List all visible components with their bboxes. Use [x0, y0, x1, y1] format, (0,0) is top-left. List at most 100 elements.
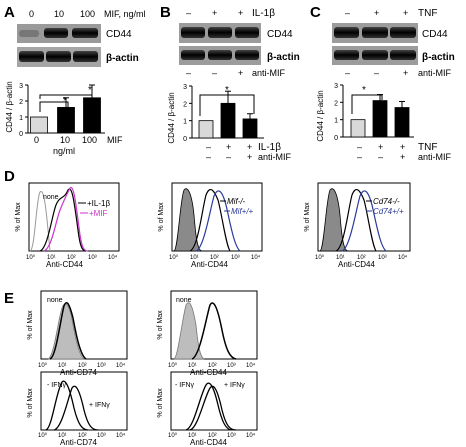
label-d1-mif: +MIF — [89, 209, 108, 218]
top-sign-c-3: + — [403, 8, 408, 18]
xtick-e1-0: 10⁰ — [38, 362, 48, 369]
blot-label-b-cd44: CD44 — [267, 29, 293, 40]
plot-frame-e4 — [170, 371, 258, 431]
ylabel-e3: % of Max — [27, 388, 34, 418]
band-c-actin-3 — [390, 50, 416, 60]
xticks-d3: 10⁰ 10¹ 10² 10³ 10⁴ — [315, 254, 408, 261]
xlabel-d1: Anti-CD44 — [46, 260, 83, 269]
xtick-e2-2: 10² — [208, 363, 217, 369]
xtick-a-100: 100 — [82, 135, 97, 145]
xtick-e4-2: 10² — [208, 433, 217, 439]
label-d1-il1b: +IL-1β — [87, 199, 110, 208]
label-d2-ko: Mif-/- — [227, 197, 246, 206]
panel-e: E none % of Max 10⁰ 10¹ 10² 10³ 10⁴ Anti… — [4, 290, 258, 447]
xtick-d2-4: 10⁴ — [251, 254, 261, 261]
sig-bracket-a-1 — [39, 101, 69, 112]
ytick-label: 1 — [183, 119, 187, 126]
plot-frame-d2 — [171, 182, 263, 252]
band-a-cd44-2 — [44, 28, 68, 38]
blot-label-b-actin: β-actin — [267, 52, 300, 63]
curve-d1-mif — [43, 187, 89, 252]
xtick-e4-4: 10⁴ — [246, 432, 256, 439]
xticks-d1: 10⁰ 10¹ 10² 10³ 10⁴ — [26, 254, 118, 261]
xrow2-label-b: anti-MIF — [258, 152, 292, 162]
label-d3-ko: Cd74-/- — [373, 197, 400, 206]
plot-frame-e2 — [170, 290, 258, 360]
xrow1-sign-c-2: + — [378, 142, 383, 152]
xrow1-sign-c-1: – — [357, 142, 362, 152]
xtick-d1-1: 10¹ — [47, 255, 56, 261]
histogram-e1: none % of Max 10⁰ 10¹ 10² 10³ 10⁴ Anti-C… — [27, 290, 128, 377]
curve-e2-control — [173, 302, 205, 360]
xtick-e1-4: 10⁴ — [116, 362, 126, 369]
ytick-label: 1 — [334, 118, 338, 125]
histogram-e2: none % of Max 10⁰ 10¹ 10² 10³ 10⁴ Anti-C… — [157, 290, 258, 377]
plot-frame-d1 — [28, 182, 120, 252]
xrow1-sign-b-3: + — [247, 142, 252, 152]
ylabel-d1: % of Max — [15, 202, 22, 232]
yticks-b: 0 1 2 3 — [183, 84, 192, 143]
xrow2-sign-b-3: + — [247, 152, 252, 162]
curve-d2-control — [173, 188, 203, 252]
xrow2-sign-c-3: + — [400, 152, 405, 162]
panel-d: D none +IL-1β +MIF % of Max 10⁰ 10¹ 10² … — [4, 168, 411, 269]
xtick-e3-3: 10³ — [97, 433, 106, 439]
curve-d2-wt — [195, 190, 241, 252]
curve-d3-control — [319, 188, 349, 252]
treatment-label-b: IL-1β — [252, 8, 275, 19]
antibody-label-b: anti-MIF — [252, 68, 286, 78]
panel-letter-b: B — [160, 4, 171, 21]
label-e1-none: none — [47, 297, 63, 304]
ytick-label: 2 — [19, 99, 23, 106]
histogram-d1: none +IL-1β +MIF % of Max 10⁰ 10¹ 10² 10… — [15, 182, 120, 269]
ylabel-e1: % of Max — [27, 310, 34, 340]
curve-d1-none — [29, 190, 51, 252]
label-e4-plus: + IFNγ — [224, 382, 245, 389]
panel-b: B – + + IL-1β CD44 β-actin – – + anti-MI… — [160, 4, 300, 162]
panel-letter-c: C — [310, 4, 321, 21]
xtick-e2-0: 10⁰ — [168, 362, 178, 369]
sig-star-a-1: * — [63, 96, 67, 107]
histogram-e4: - IFNγ + IFNγ % of Max 10⁰ 10¹ 10² 10³ 1… — [157, 371, 258, 447]
plot-frame-e3 — [40, 371, 128, 431]
blot-label-a-actin: β-actin — [106, 53, 139, 64]
label-d3-wt: Cd74+/+ — [373, 207, 404, 216]
xlabel-a: MIF — [107, 135, 123, 145]
band-a-cd44-3 — [72, 28, 98, 38]
xtick-d2-1: 10¹ — [190, 255, 199, 261]
label-e4-minus: - IFNγ — [175, 382, 195, 389]
xtick-e2-1: 10¹ — [188, 363, 197, 369]
band-a-actin-3 — [73, 51, 98, 62]
xtick-e2-3: 10³ — [227, 363, 236, 369]
xtick-a-10: 10 — [60, 135, 70, 145]
xticks-e4: 10⁰ 10¹ 10² 10³ 10⁴ — [168, 432, 256, 439]
band-b-actin-1 — [181, 50, 205, 60]
ylabel-b: CD44 / β-actin — [167, 92, 176, 143]
xtick-d3-1: 10¹ — [336, 255, 345, 261]
top-sign-b-2: + — [212, 8, 217, 18]
bar — [350, 119, 366, 138]
label-e3-plus: + IFNγ — [89, 402, 110, 409]
ytick-label: 1 — [19, 115, 23, 122]
bars-b — [198, 90, 258, 139]
sig-bracket-b — [199, 94, 255, 116]
dose-label-0: 0 — [29, 9, 34, 19]
xrow1-label-b: IL-1β — [258, 142, 281, 153]
histogram-d2: Mif-/- Mif+/+ % of Max 10⁰ 10¹ 10² 10³ 1… — [158, 182, 263, 269]
panel-letter-a: A — [4, 4, 15, 21]
label-e3-minus: - IFNγ — [47, 382, 67, 389]
bar — [394, 107, 410, 138]
ytick-label: 3 — [183, 84, 187, 91]
bar — [220, 102, 236, 139]
blot-label-c-cd44: CD44 — [422, 29, 448, 40]
sig-bracket-a-2 — [39, 94, 93, 99]
curve-d2-ko — [189, 188, 231, 252]
blot-label-c-actin: β-actin — [422, 52, 455, 63]
band-a-cd44-1 — [19, 30, 39, 37]
curve-d3-ko — [335, 188, 377, 252]
band-a-actin-2 — [46, 51, 71, 62]
xtick-d1-0: 10⁰ — [26, 254, 36, 261]
xtick-e1-1: 10¹ — [58, 363, 67, 369]
band-a-actin-1 — [19, 51, 44, 62]
